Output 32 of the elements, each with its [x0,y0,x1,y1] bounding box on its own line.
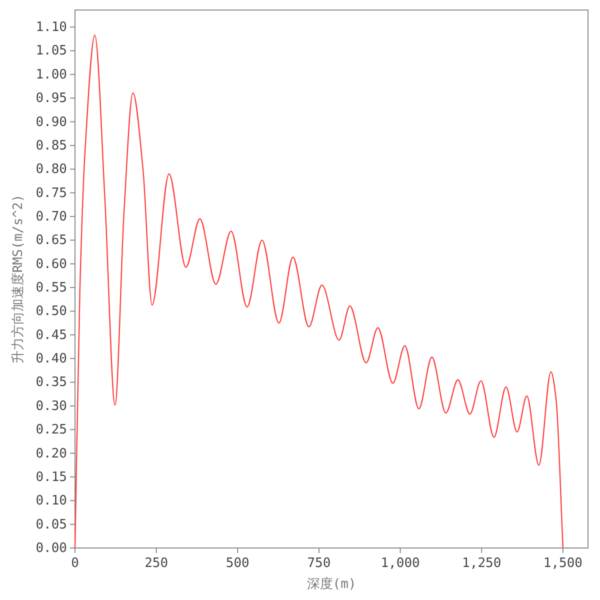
y-tick-label: 0.90 [36,114,67,130]
y-tick-label: 0.15 [36,470,67,485]
y-tick-label: 0.65 [36,233,67,248]
y-tick-label: 0.30 [36,398,67,414]
y-tick-label: 1.10 [36,20,67,36]
x-tick-label: 1,000 [380,556,420,571]
y-tick-label: 0.60 [36,256,67,272]
y-tick-label: 0.40 [36,352,67,367]
y-tick-label: 0.50 [36,304,67,320]
y-tick-label: 0.25 [36,422,67,438]
y-tick-label: 0.95 [36,91,67,106]
x-axis-title: 深度(m) [306,576,356,592]
y-tick-label: 1.05 [36,44,67,59]
y-tick-label: 0.80 [36,162,67,178]
x-tick-label: 1,250 [462,556,502,571]
y-tick-label: 0.75 [36,186,67,201]
y-axis-title: 升力方向加速度RMS(m/s^2) [10,194,26,364]
x-tick-label: 750 [307,556,331,571]
x-tick-label: 1,500 [543,556,583,571]
x-tick-label: 0 [71,556,79,571]
y-tick-label: 0.20 [36,446,67,462]
y-tick-label: 0.85 [36,138,67,154]
y-tick-label: 0.10 [36,494,67,509]
y-tick-label: 0.00 [36,541,67,556]
x-tick-label: 250 [144,556,168,571]
y-tick-label: 0.35 [36,375,67,390]
y-tick-label: 0.45 [36,328,67,343]
y-tick-label: 0.70 [36,209,67,224]
y-tick-label: 0.05 [36,517,67,532]
y-tick-label: 1.00 [36,67,67,82]
x-tick-label: 500 [226,556,250,571]
y-tick-label: 0.55 [36,280,67,296]
